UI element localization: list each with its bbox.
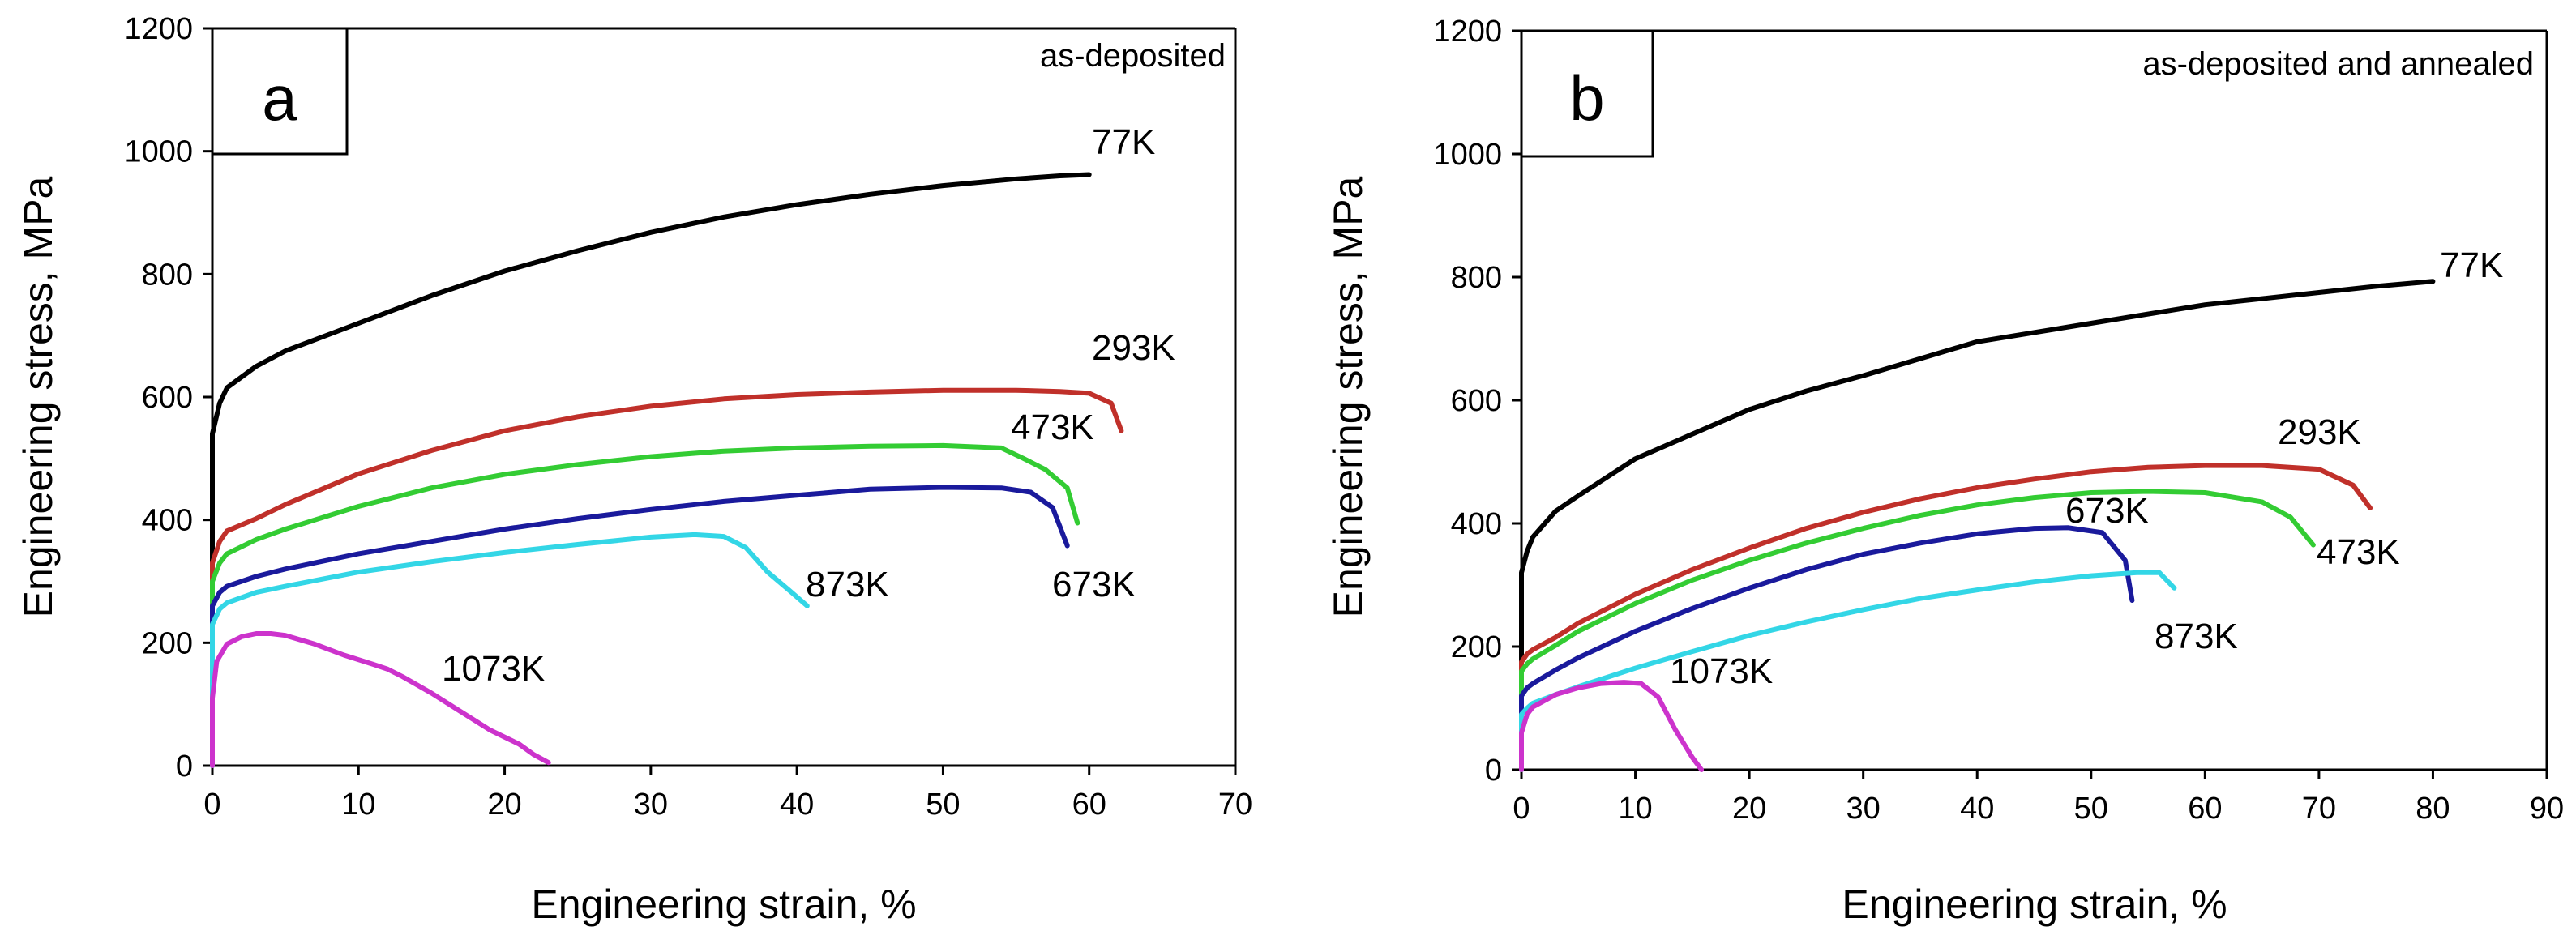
panel-a-series-873K: [210, 532, 810, 768]
panel-a-label-473K: 473K: [1011, 408, 1094, 447]
panel-a-y-label: Engineering stress, MPa: [15, 176, 61, 617]
panel-a-y-tick-label: 1000: [124, 135, 193, 169]
panel-b-x-tick-label: 30: [1846, 792, 1881, 826]
panel-b-label-77K: 77K: [2440, 245, 2503, 285]
panel-b-series-673K: [1519, 525, 2135, 772]
panel-a-label-873K: 873K: [806, 565, 889, 604]
panel-a-letter: a: [262, 62, 297, 134]
panel-b-label-873K: 873K: [2155, 617, 2238, 656]
panel-b-x-tick-label: 40: [1960, 792, 1994, 826]
panel-b-label-473K: 473K: [2317, 532, 2400, 572]
panel-b-label-673K: 673K: [2065, 491, 2149, 531]
panel-a-y-tick-label: 600: [142, 381, 193, 415]
panel-a-x-tick-label: 20: [487, 788, 521, 822]
panel-b-series-473K: [1519, 489, 2316, 772]
panel-b-x-tick-label: 60: [2188, 792, 2222, 826]
panel-a-label-673K: 673K: [1052, 565, 1136, 604]
panel-a-y-tick-label: 0: [176, 749, 193, 783]
panel-a-x-tick-label: 40: [780, 788, 814, 822]
panel-a-series-473K: [210, 442, 1080, 768]
panel-a-label-293K: 293K: [1092, 328, 1175, 368]
panel-b-letter: b: [1569, 62, 1604, 134]
panel-b-x-label: Engineering strain, %: [1842, 882, 2227, 927]
panel-a-series: [210, 172, 1124, 768]
panel-b-y-tick-label: 600: [1451, 384, 1502, 418]
panel-b-y-ticks: 0 200 400 600 800 1000 1200: [1433, 15, 1521, 788]
panel-b-x-tick-label: 70: [2302, 792, 2336, 826]
panel-a-series-77K: [210, 172, 1092, 768]
panel-b-title: as-deposited and annealed: [2142, 46, 2534, 82]
panel-a-y-ticks: 0 200 400 600 800 1000 1200: [124, 12, 212, 783]
panel-b-series: [1519, 279, 2436, 772]
panel-b-x-tick-label: 90: [2530, 792, 2564, 826]
panel-b-y-tick-label: 400: [1451, 507, 1502, 541]
panel-b-x-tick-label: 0: [1513, 792, 1530, 826]
panel-b-series-293K: [1519, 463, 2373, 772]
panel-a-x-tick-label: 70: [1218, 788, 1252, 822]
panel-a-letter-box: [211, 27, 349, 156]
panel-b-y-tick-label: 800: [1451, 261, 1502, 295]
panel-b-series-77K: [1519, 279, 2436, 772]
panel-a-x-tick-label: 30: [634, 788, 668, 822]
panel-b-y-tick-label: 1200: [1433, 15, 1502, 49]
panel-b-x-ticks: 0 10 20 30 40 50 60 70 80 90: [1513, 770, 2564, 826]
panel-a-x-tick-label: 50: [926, 788, 960, 822]
panel-b-x-tick-label: 80: [2416, 792, 2450, 826]
panel-b-series-1073K: [1519, 680, 1705, 772]
panel-a-label-1073K: 1073K: [442, 649, 545, 689]
panel-a-title: as-deposited: [1040, 38, 1226, 74]
panel-a-y-tick-label: 800: [142, 258, 193, 292]
panel-a-y-tick-label: 400: [142, 504, 193, 538]
panel-b-y-tick-label: 1000: [1433, 138, 1502, 172]
panel-b-letter-box: [1520, 29, 1654, 158]
panel-a-x-tick-label: 60: [1072, 788, 1106, 822]
panel-b: 0 200 400 600 800 1000 1200 0 10 20 30 40 50 60 70 80 9…: [1325, 15, 2564, 927]
panel-b-y-tick-label: 200: [1451, 630, 1502, 664]
panel-a-y-tick-label: 1200: [124, 12, 193, 46]
panel-b-x-tick-label: 10: [1618, 792, 1652, 826]
panel-a-x-label: Engineering strain, %: [531, 882, 916, 927]
panel-a-y-tick-label: 200: [142, 626, 193, 660]
panel-a-series-673K: [210, 485, 1070, 768]
panel-a-x-ticks: 0 10 20 30 40 50 60 70: [203, 766, 1252, 822]
panel-b-x-tick-label: 20: [1732, 792, 1766, 826]
panel-b-label-293K: 293K: [2278, 412, 2361, 452]
panel-a-series-293K: [210, 387, 1124, 768]
panel-a-label-77K: 77K: [1092, 122, 1155, 162]
panel-a-series-1073K: [210, 631, 551, 768]
panel-b-series-873K: [1519, 570, 2177, 772]
panel-b-label-1073K: 1073K: [1670, 651, 1773, 691]
panel-a-x-tick-label: 10: [341, 788, 375, 822]
panel-b-y-tick-label: 0: [1485, 754, 1502, 788]
panel-a-x-tick-label: 0: [203, 788, 220, 822]
panel-b-x-tick-label: 50: [2074, 792, 2108, 826]
panel-b-y-label: Engineering stress, MPa: [1325, 176, 1371, 617]
